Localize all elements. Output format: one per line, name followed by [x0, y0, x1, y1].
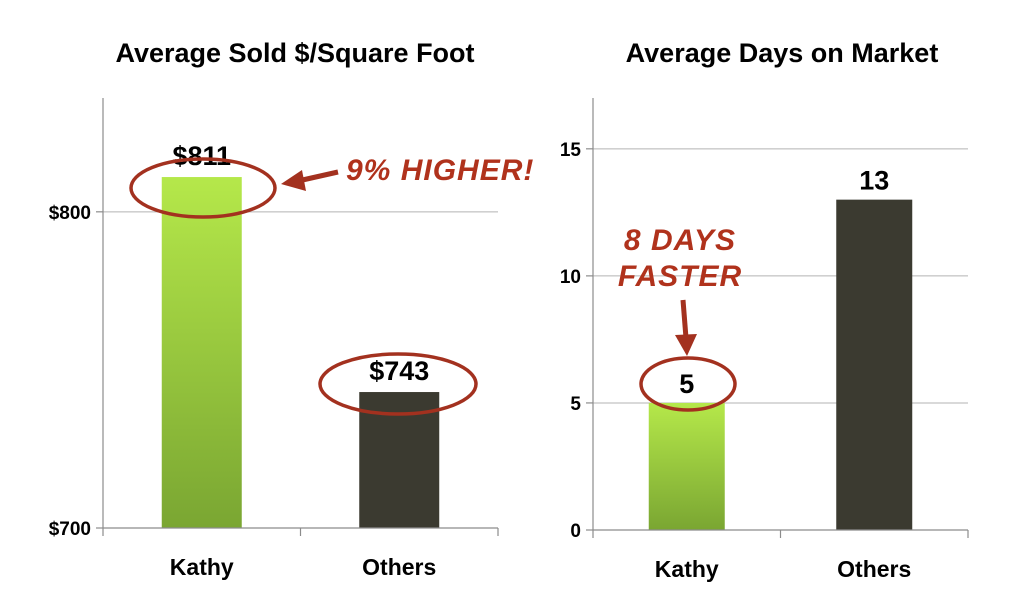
y-tick-label: 15: [560, 140, 582, 161]
category-label-others: Others: [362, 554, 436, 580]
y-tick-label: 5: [570, 394, 581, 415]
bar-kathy: [648, 402, 725, 530]
highlight-ellipse-kathy-days: [639, 356, 737, 412]
axes-left: [96, 98, 499, 536]
category-label-others: Others: [837, 556, 911, 582]
y-tick-label: 10: [560, 267, 581, 288]
annotation-text-right-line1: 8 DAYS: [624, 224, 736, 257]
data-labels-left: $811 $743: [172, 141, 429, 386]
annotation-arrow-left: [297, 169, 339, 184]
annotation-arrow-right: [680, 299, 689, 339]
annotation-left: 9% HIGHER!: [129, 154, 534, 416]
bar-others: [836, 199, 913, 530]
chart-title-left: Average Sold $/Square Foot: [115, 38, 474, 68]
y-tick-label: 0: [570, 521, 581, 542]
y-tick-label: $800: [49, 203, 91, 224]
category-labels-right: Kathy Others: [655, 556, 912, 582]
category-labels-left: Kathy Others: [170, 554, 437, 580]
annotation-text-right-line2: FASTER: [618, 260, 742, 293]
annotation-text-left: 9% HIGHER!: [346, 154, 534, 187]
bars-right: [648, 199, 913, 530]
chart-right: Average Days on Market 0 5 10 15 5 13 Kathy O…: [560, 38, 969, 582]
highlight-ellipse-others-price: [318, 352, 478, 416]
y-tick-label: $700: [49, 519, 91, 540]
bar-kathy: [161, 177, 242, 528]
data-label-others: $743: [369, 356, 429, 386]
axes-right: [586, 98, 969, 538]
data-label-others: 13: [859, 166, 889, 196]
highlight-ellipse-kathy-price: [129, 157, 277, 219]
chart-title-right: Average Days on Market: [626, 38, 939, 68]
category-label-kathy: Kathy: [170, 554, 234, 580]
y-tick-labels-left: $700 $800: [49, 203, 91, 540]
annotation-arrowhead-right: [675, 334, 697, 356]
annotation-right: 8 DAYS FASTER: [618, 224, 742, 412]
data-labels-right: 5 13: [679, 166, 889, 399]
annotation-arrowhead-left: [281, 170, 306, 191]
chart-left: Average Sold $/Square Foot $700 $800 $811…: [49, 38, 534, 580]
y-tick-labels-right: 0 5 10 15: [560, 140, 582, 542]
category-label-kathy: Kathy: [655, 556, 719, 582]
data-label-kathy: 5: [679, 369, 694, 399]
data-label-kathy: $811: [172, 141, 231, 171]
